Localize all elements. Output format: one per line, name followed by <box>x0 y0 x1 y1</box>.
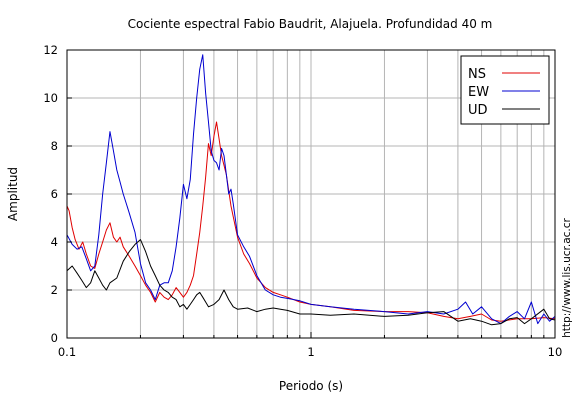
legend-label-ud: UD <box>468 103 488 118</box>
y-tick-label: 6 <box>51 187 58 201</box>
series-line-ns <box>66 121 556 322</box>
legend: NS EW UD <box>460 55 550 125</box>
series-line-ew <box>66 54 556 325</box>
chart-title: Cociente espectral Fabio Baudrit, Alajue… <box>128 17 493 31</box>
legend-label-ew: EW <box>468 85 489 100</box>
x-tick-label: 10 <box>548 345 563 359</box>
grid-lines <box>67 50 555 338</box>
tick-labels: 0 2 4 6 8 10 12 0.1 1 10 <box>43 43 562 359</box>
y-axis-label: Amplitud <box>6 167 20 221</box>
y-tick-label: 10 <box>43 91 58 105</box>
y-tick-label: 12 <box>43 43 58 57</box>
legend-box <box>460 55 550 125</box>
watermark-url: http://www.lis.ucr.ac.cr <box>561 217 573 337</box>
x-tick-label: 1 <box>307 345 314 359</box>
series-line-ud <box>66 239 556 326</box>
series-layer <box>66 54 556 326</box>
axis-ticks <box>67 49 545 339</box>
x-axis-label: Periodo (s) <box>279 379 343 393</box>
y-tick-label: 8 <box>51 139 58 153</box>
y-tick-label: 2 <box>51 283 58 297</box>
legend-label-ns: NS <box>468 67 486 82</box>
x-tick-label: 0.1 <box>58 345 76 359</box>
y-tick-label: 0 <box>51 331 58 345</box>
y-tick-label: 4 <box>51 235 58 249</box>
